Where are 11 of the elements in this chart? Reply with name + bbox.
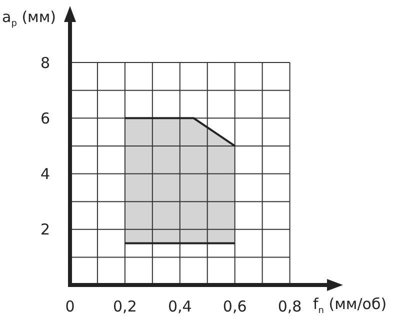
y-tick-label: 6 bbox=[40, 109, 50, 128]
x-tick-label: 0,6 bbox=[222, 298, 247, 316]
y-axis-title: a$_{p}$ (мм) bbox=[2, 8, 56, 29]
x-tick-label: 0,2 bbox=[113, 298, 137, 316]
x-tick-label: 0,8 bbox=[278, 298, 302, 316]
y-tick-label: 2 bbox=[40, 220, 50, 239]
y-tick-label: 8 bbox=[40, 54, 50, 72]
y-tick-label: 4 bbox=[40, 165, 50, 184]
x-tick-label: 0,4 bbox=[168, 298, 192, 316]
x-axis-title: f$_{n}$ (мм/об) bbox=[313, 295, 387, 316]
x-tick-label: 0 bbox=[65, 298, 75, 316]
